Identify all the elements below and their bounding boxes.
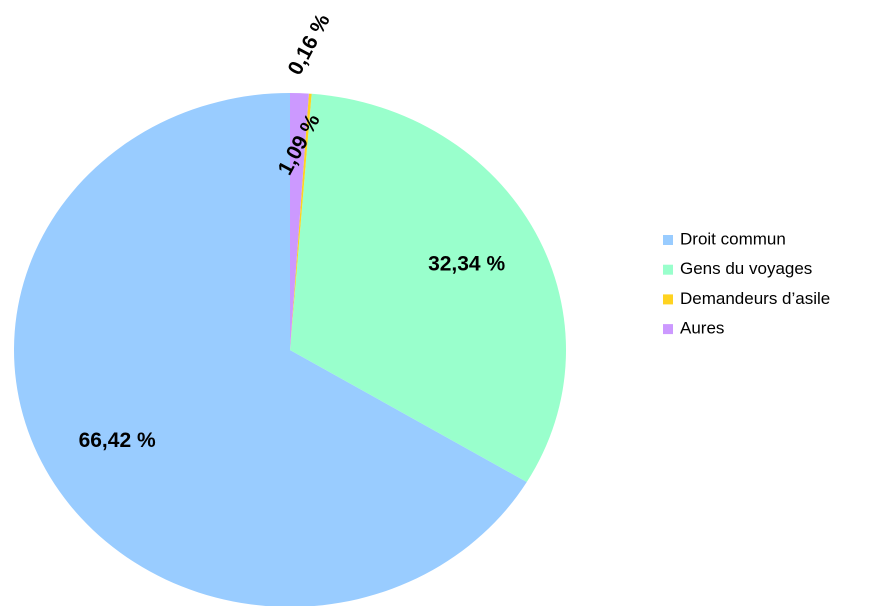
legend-label: Gens du voyages [680, 259, 812, 278]
pie-slice [290, 93, 309, 350]
pie-slice [290, 93, 312, 351]
legend-swatch [663, 294, 673, 305]
legend-label: Aures [680, 319, 724, 338]
legend-label: Demandeurs d’asile [680, 289, 830, 308]
data-label: 66,42 % [79, 429, 156, 452]
data-label: 32,34 % [428, 253, 505, 276]
pie-slice [14, 93, 527, 606]
legend-label: Droit commun [680, 229, 786, 248]
legend-swatch [663, 264, 673, 275]
pie-slice [290, 93, 566, 483]
legend-swatch [663, 235, 673, 245]
data-label: 0,16 % [284, 10, 335, 79]
legend-swatch [663, 324, 673, 335]
